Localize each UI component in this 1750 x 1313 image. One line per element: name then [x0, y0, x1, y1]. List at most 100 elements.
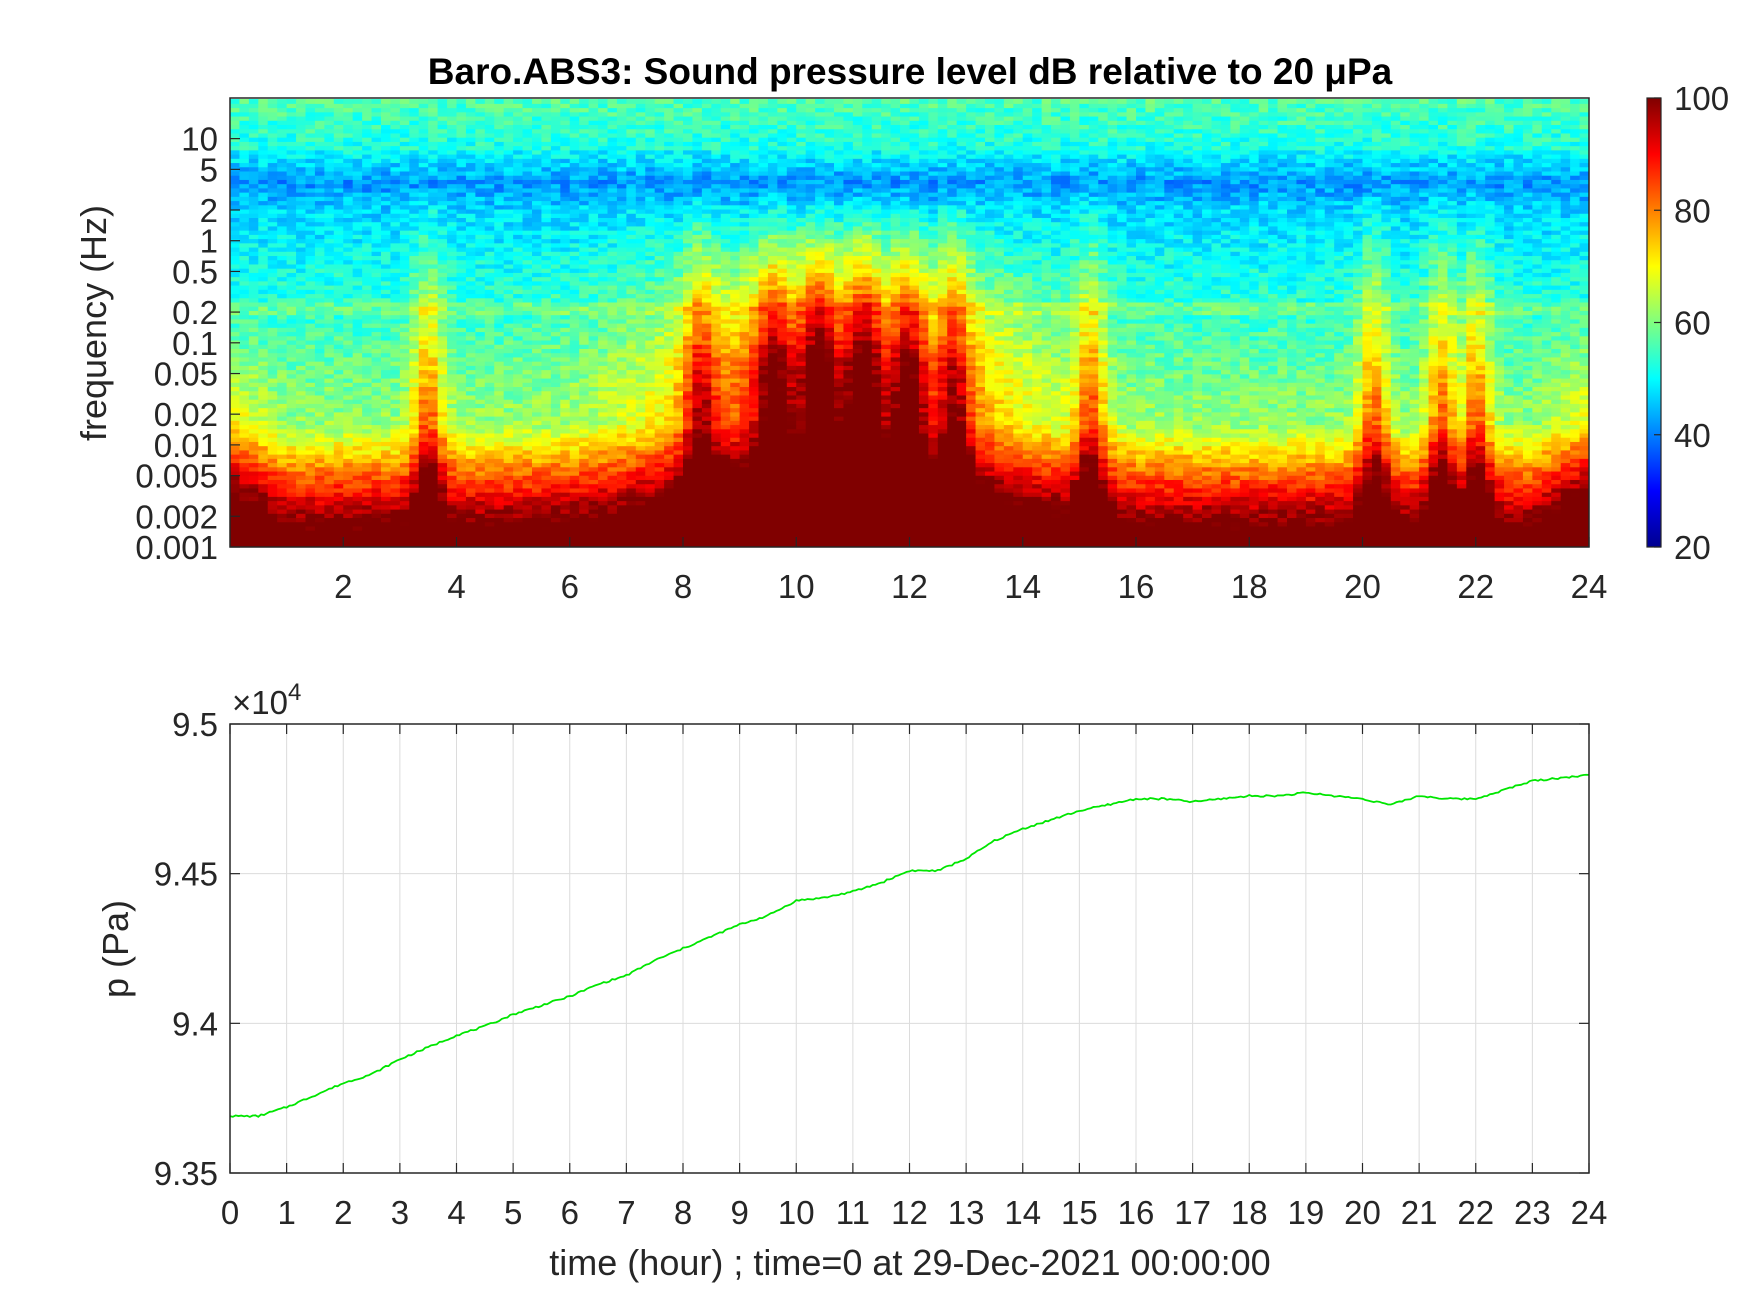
heatmap-cell	[230, 521, 241, 527]
heatmap-cell	[475, 373, 486, 379]
heatmap-cell	[447, 289, 458, 295]
heatmap-cell	[230, 99, 241, 104]
heatmap-cell	[362, 356, 373, 362]
heatmap-cell	[343, 441, 354, 447]
heatmap-cell	[428, 432, 439, 438]
heatmap-cell	[569, 301, 580, 307]
heatmap-cell	[579, 246, 590, 252]
heatmap-cell	[305, 437, 316, 442]
heatmap-cell	[456, 268, 467, 273]
heatmap-cell	[381, 449, 392, 455]
heatmap-cell	[428, 352, 439, 358]
heatmap-cell	[371, 120, 382, 126]
heatmap-cell	[381, 411, 392, 417]
heatmap-cell	[314, 149, 325, 155]
heatmap-cell	[239, 534, 250, 540]
heatmap-cell	[381, 369, 392, 375]
heatmap-cell	[409, 424, 420, 430]
heatmap-cell	[324, 348, 335, 354]
heatmap-cell	[456, 132, 467, 138]
heatmap-cell	[258, 386, 269, 392]
heatmap-cell	[588, 420, 599, 426]
heatmap-cell	[616, 179, 627, 185]
heatmap-cell	[277, 470, 288, 476]
heatmap-cell	[447, 145, 458, 151]
heatmap-cell	[616, 542, 627, 547]
heatmap-cell	[333, 331, 344, 337]
heatmap-cell	[626, 437, 637, 442]
heatmap-cell	[418, 141, 429, 147]
heatmap-cell	[324, 314, 335, 320]
heatmap-cell	[296, 120, 307, 126]
heatmap-cell	[381, 441, 392, 447]
heatmap-cell	[616, 230, 627, 235]
heatmap-cell	[607, 542, 618, 547]
heatmap-cell	[532, 466, 543, 472]
heatmap-cell	[230, 204, 241, 210]
heatmap-cell	[645, 344, 656, 349]
heatmap-cell	[277, 158, 288, 164]
heatmap-cell	[475, 534, 486, 540]
heatmap-cell	[569, 361, 580, 366]
heatmap-cell	[390, 99, 401, 104]
heatmap-cell	[475, 344, 486, 349]
heatmap-cell	[428, 297, 439, 303]
heatmap-cell	[428, 158, 439, 164]
heatmap-cell	[588, 234, 599, 240]
heatmap-cell	[522, 221, 533, 227]
heatmap-cell	[503, 175, 514, 180]
heatmap-cell	[343, 513, 354, 519]
heatmap-cell	[588, 390, 599, 396]
heatmap-cell	[409, 268, 420, 273]
heatmap-cell	[654, 382, 665, 388]
heatmap-cell	[324, 428, 335, 434]
heatmap-cell	[541, 377, 552, 383]
heatmap-cell	[616, 454, 627, 459]
heatmap-cell	[362, 107, 373, 113]
heatmap-cell	[560, 356, 571, 362]
heatmap-cell	[343, 428, 354, 434]
heatmap-cell	[314, 124, 325, 130]
heatmap-cell	[513, 255, 524, 261]
heatmap-cell	[569, 386, 580, 392]
heatmap-cell	[399, 111, 410, 117]
heatmap-cell	[607, 361, 618, 366]
heatmap-cell	[230, 348, 241, 354]
heatmap-cell	[522, 149, 533, 155]
heatmap-cell	[645, 479, 656, 485]
heatmap-cell	[456, 534, 467, 540]
heatmap-cell	[456, 192, 467, 197]
heatmap-cell	[371, 458, 382, 464]
heatmap-cell	[532, 251, 543, 257]
heatmap-cell	[475, 335, 486, 341]
heatmap-cell	[343, 361, 354, 366]
heatmap-cell	[664, 170, 675, 176]
heatmap-cell	[352, 153, 363, 159]
heatmap-cell	[343, 107, 354, 113]
heatmap-cell	[296, 149, 307, 155]
heatmap-cell	[484, 230, 495, 235]
heatmap-cell	[484, 103, 495, 109]
heatmap-cell	[381, 386, 392, 392]
heatmap-cell	[532, 492, 543, 497]
heatmap-cell	[296, 251, 307, 257]
heatmap-cell	[569, 454, 580, 459]
heatmap-cell	[664, 356, 675, 362]
heatmap-cell	[381, 234, 392, 240]
heatmap-cell	[305, 145, 316, 151]
heatmap-cell	[409, 293, 420, 299]
heatmap-cell	[635, 120, 646, 126]
heatmap-cell	[390, 280, 401, 286]
heatmap-cell	[230, 259, 241, 265]
heatmap-cell	[437, 344, 448, 349]
heatmap-cell	[343, 221, 354, 227]
heatmap-cell	[277, 420, 288, 426]
heatmap-cell	[494, 107, 505, 113]
heatmap-cell	[447, 331, 458, 337]
heatmap-cell	[314, 284, 325, 290]
heatmap-cell	[626, 487, 637, 493]
heatmap-cell	[437, 327, 448, 333]
heatmap-cell	[522, 314, 533, 320]
heatmap-cell	[399, 179, 410, 185]
heatmap-cell	[560, 120, 571, 126]
